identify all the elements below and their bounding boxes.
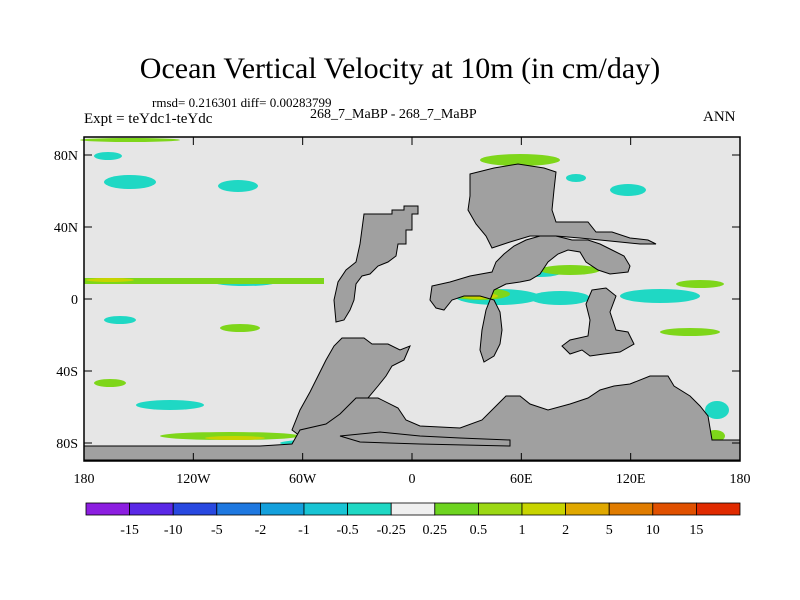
colorbar-swatch	[129, 502, 174, 516]
positive-patch	[84, 278, 324, 284]
y-tick-label: 0	[71, 293, 78, 308]
y-tick-label: 80N	[54, 149, 78, 164]
negative-patch	[610, 184, 646, 196]
colorbar-swatch	[259, 502, 305, 516]
negative-patch	[705, 401, 729, 419]
positive-patch	[94, 379, 126, 387]
case-label: 268_7_MaBP - 268_7_MaBP	[310, 107, 477, 122]
x-tick-label: 60W	[289, 472, 317, 487]
negative-patch	[620, 289, 700, 303]
colorbar-label: -5	[211, 523, 223, 538]
positive-patch	[660, 328, 720, 336]
anomaly-patches	[80, 138, 729, 447]
x-tick-label: 120W	[176, 472, 211, 487]
colorbar-label: -0.5	[337, 523, 359, 538]
land-africa-eurasia	[429, 235, 631, 363]
x-axis: 180 120W 60W 0 60E 120E 180	[74, 137, 751, 487]
colorbar-swatch	[652, 502, 697, 516]
colorbar-label: 15	[689, 523, 703, 538]
land-southeast-asia	[561, 287, 635, 357]
colorbar-label: 0.5	[470, 523, 488, 538]
positive-patch	[540, 265, 600, 275]
colorbar-swatch	[85, 502, 130, 516]
colorbar-label: 1	[519, 523, 526, 538]
colorbar-label: 10	[646, 523, 660, 538]
stats-line: rmsd= 0.216301 diff= 0.00283799	[152, 95, 332, 110]
land-americas	[333, 205, 419, 323]
x-tick-label: 0	[409, 472, 416, 487]
colorbar-label: -2	[255, 523, 267, 538]
x-tick-label: 120E	[616, 472, 646, 487]
colorbar-swatch	[477, 502, 523, 516]
chart-title: Ocean Vertical Velocity at 10m (in cm/da…	[139, 52, 661, 85]
negative-patch	[566, 174, 586, 182]
colorbar-label: 0.25	[423, 523, 448, 538]
experiment-label: Expt = teYdc1-teYdc	[84, 111, 213, 127]
season-label: ANN	[703, 109, 736, 125]
y-tick-label: 80S	[56, 437, 78, 452]
colorbar-swatch	[303, 502, 348, 516]
negative-patch	[218, 180, 258, 192]
y-tick-label: 40S	[56, 365, 78, 380]
colorbar-label: -0.25	[377, 523, 406, 538]
colorbar-swatch	[434, 502, 479, 516]
negative-patch	[104, 316, 136, 324]
colorbar-swatch	[390, 502, 436, 516]
land-europe-asia-north	[467, 163, 657, 249]
y-axis: 80N 40N 0 40S 80S	[54, 149, 740, 452]
colorbar-label: -15	[120, 523, 139, 538]
colorbar-swatch	[696, 502, 741, 516]
colorbar-swatch	[608, 502, 654, 516]
negative-patch	[94, 152, 122, 160]
colorbar-label: -10	[164, 523, 183, 538]
colorbar-swatch	[216, 502, 261, 516]
negative-patch	[104, 175, 156, 189]
x-tick-label: 60E	[510, 472, 533, 487]
positive-patch	[80, 138, 180, 142]
positive-strong-patch	[205, 436, 265, 440]
colorbar-label: -1	[298, 523, 310, 538]
colorbar: -15 -10 -5 -2 -1 -0.5 -0.25 0.25 0.5 1 2 5 10 15	[85, 502, 741, 538]
colorbar-swatch	[347, 502, 392, 516]
negative-patch	[530, 291, 590, 305]
colorbar-swatch	[521, 502, 566, 516]
colorbar-swatch	[565, 502, 610, 516]
positive-patch	[676, 280, 724, 288]
positive-patch	[220, 324, 260, 332]
positive-patch	[480, 154, 560, 166]
colorbar-label: 2	[562, 523, 569, 538]
colorbar-label: 5	[606, 523, 613, 538]
x-tick-label: 180	[74, 472, 95, 487]
y-tick-label: 40N	[54, 221, 78, 236]
land-masses	[83, 163, 741, 461]
positive-strong-patch	[86, 278, 134, 282]
land-antarctic-shelf	[339, 431, 511, 447]
x-tick-label: 180	[730, 472, 751, 487]
colorbar-swatch	[172, 502, 218, 516]
negative-patch	[136, 400, 204, 410]
